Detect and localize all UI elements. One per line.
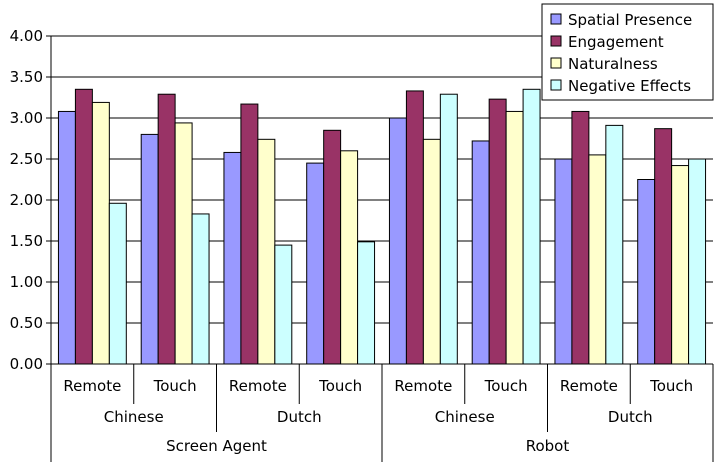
bar	[588, 154, 607, 365]
legend-label: Negative Effects	[568, 77, 691, 95]
y-tick-label: 2.00	[10, 191, 43, 209]
axis-labels: 0.00 0.50 1.00 1.50 2.00 2.50 3.00 3.50 4.00 Remo…	[10, 27, 694, 455]
x-supergroup-label: Robot	[526, 437, 570, 455]
legend-label: Engagement	[568, 33, 664, 51]
bar	[274, 244, 293, 365]
legend-label: Spatial Presence	[568, 11, 692, 29]
y-tick-label: 1.50	[10, 232, 43, 250]
bar	[522, 88, 541, 365]
bar	[323, 129, 342, 365]
bar	[422, 138, 441, 365]
x-tick-label: Touch	[649, 377, 693, 395]
y-tick-label: 0.00	[10, 355, 43, 373]
y-tick-label: 1.00	[10, 273, 43, 291]
bar	[91, 101, 110, 365]
bar	[488, 98, 507, 365]
x-group-label: Dutch	[277, 408, 322, 426]
bar	[405, 90, 424, 365]
bar	[671, 165, 690, 365]
bar	[471, 140, 490, 365]
bar	[505, 110, 524, 365]
bar	[388, 117, 407, 365]
bar	[571, 110, 590, 365]
x-tick-label: Remote	[394, 377, 452, 395]
bar	[340, 150, 359, 365]
x-group-label: Chinese	[435, 408, 495, 426]
x-supergroup-label: Screen Agent	[166, 437, 267, 455]
x-tick-label: Remote	[560, 377, 618, 395]
bar	[654, 128, 673, 365]
bar	[57, 110, 76, 365]
y-tick-label: 3.50	[10, 68, 43, 86]
bar	[306, 162, 325, 365]
bar	[240, 103, 259, 365]
y-tick-label: 3.00	[10, 109, 43, 127]
legend-swatch	[550, 13, 562, 25]
legend-swatch	[550, 57, 562, 69]
x-tick-label: Remote	[63, 377, 121, 395]
y-tick-label: 2.50	[10, 150, 43, 168]
legend: Spatial Presence Engagement Naturalness Neg…	[541, 3, 714, 101]
bar	[357, 241, 376, 365]
x-tick-label: Touch	[153, 377, 197, 395]
x-tick-label: Remote	[229, 377, 287, 395]
axes	[46, 35, 714, 462]
x-tick-label: Touch	[318, 377, 362, 395]
bar	[223, 151, 242, 365]
x-group-label: Chinese	[104, 408, 164, 426]
bar	[637, 179, 656, 365]
legend-swatch	[550, 79, 562, 91]
y-tick-label: 4.00	[10, 27, 43, 45]
legend-swatch	[550, 35, 562, 47]
legend-box	[541, 3, 714, 101]
bar	[140, 133, 159, 365]
bar	[605, 124, 624, 365]
bar	[688, 158, 707, 365]
bar	[554, 158, 573, 365]
x-group-label: Dutch	[608, 408, 653, 426]
bar	[191, 213, 210, 365]
y-tick-label: 0.50	[10, 314, 43, 332]
bar	[74, 88, 93, 365]
legend-label: Naturalness	[568, 55, 658, 73]
bar	[174, 122, 193, 365]
bar	[257, 138, 276, 365]
bar	[157, 93, 176, 365]
bar	[439, 93, 458, 365]
x-tick-label: Touch	[484, 377, 528, 395]
bar	[108, 202, 127, 365]
